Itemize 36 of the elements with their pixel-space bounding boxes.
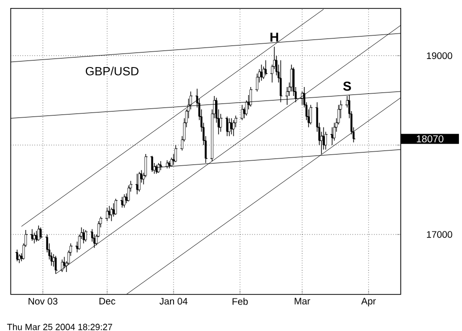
candlestick [256,73,258,92]
text: Thu Mar 25 2004 18:29:27 [7,324,112,330]
candlestick [331,126,334,146]
x-tick-label: Feb [232,298,248,305]
text: 18070 [416,135,444,142]
y-tick-label: 17000 [426,231,452,238]
candlestick [174,144,177,162]
candlestick [290,64,293,92]
candlestick [333,122,336,141]
candlestick [114,198,117,216]
candlestick [232,120,235,137]
x-tick-label: Apr [361,298,376,306]
candlestick [310,104,312,125]
text: GBP/USD [86,66,138,76]
candlestick [112,202,115,217]
candlestick [151,155,154,172]
candlestick [228,118,230,137]
candlestick [226,116,228,137]
annotation: S [343,82,351,91]
candlestick [82,228,85,244]
annotation: H [270,32,278,42]
x-tick-label: Dec [100,298,116,304]
candlestick [136,173,138,195]
candlestick [106,207,108,222]
x-tick-label: Mar [294,298,310,304]
x-tick-label: Jan 04 [160,298,188,305]
candlestick [16,249,18,262]
candlestick [322,126,325,150]
candlestick [138,172,140,192]
candlestick [127,184,130,202]
candlestick [121,196,124,208]
candlestick [240,104,244,120]
y-tick-label: 19000 [426,52,452,60]
candlestick [220,113,222,132]
x-tick-label: Nov 03 [28,298,58,305]
candlestick [324,131,327,150]
